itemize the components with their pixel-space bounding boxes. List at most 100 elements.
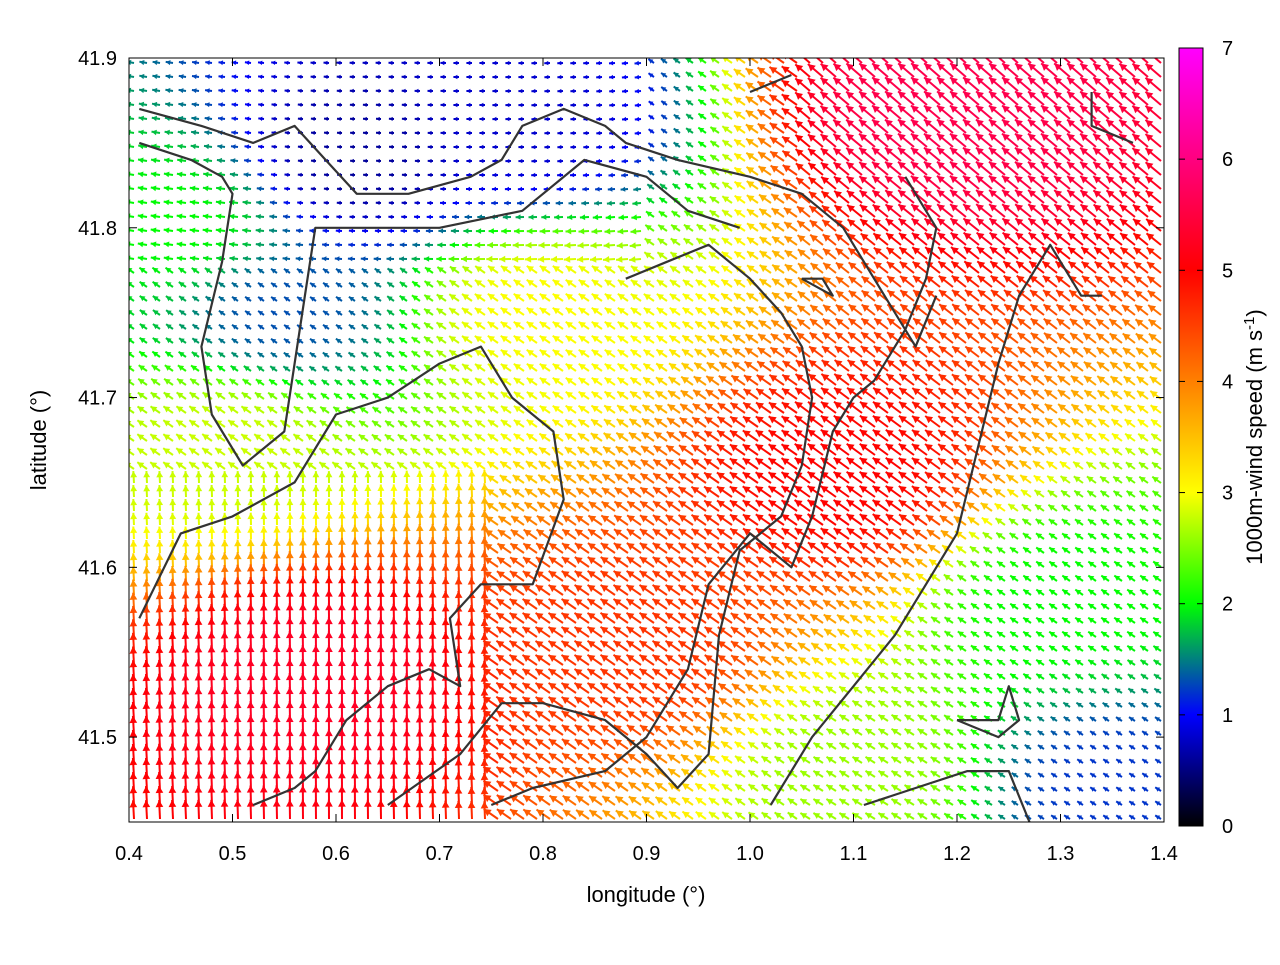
wind-arrow [130,540,137,553]
wind-arrow [284,187,290,191]
wind-arrow [566,266,576,273]
wind-arrow [783,165,797,175]
wind-arrow [514,350,524,357]
wind-arrow [846,120,862,133]
wind-arrow [674,73,680,78]
wind-arrow [618,280,628,287]
wind-arrow [734,111,745,119]
wind-arrow [376,173,381,177]
wind-arrow [449,322,459,329]
wind-arrow [592,336,602,343]
wind-arrow [437,420,446,427]
wind-arrow [549,641,564,651]
wind-arrow [1134,276,1148,287]
wind-arrow [365,471,372,483]
wind-arrow [912,444,927,455]
wind-arrow [437,295,446,302]
wind-arrow [311,159,316,163]
wind-arrow [402,103,407,107]
wind-arrow [564,256,576,263]
wind-arrow [653,529,667,539]
wind-arrow [756,514,771,525]
wind-arrow [718,403,732,413]
wind-arrow [1126,477,1135,483]
plot-frame [129,58,1164,822]
wind-arrow [1100,477,1109,484]
wind-arrow [139,88,147,93]
wind-arrow [285,103,290,107]
wind-arrow [139,102,147,107]
wind-arrow [939,318,953,329]
wind-arrow [686,114,693,119]
wind-arrow [761,728,771,735]
wind-arrow [647,184,654,189]
wind-arrow [695,322,706,330]
wind-arrow [1140,505,1148,511]
wind-arrow [989,49,1005,63]
wind-arrow [661,157,667,162]
wind-arrow [899,444,914,455]
wind-arrow [165,88,173,93]
wind-arrow [692,515,707,525]
wind-arrow [313,499,320,511]
wind-arrow [705,599,719,609]
wind-arrow [140,282,147,287]
wind-arrow [488,266,498,273]
wind-arrow [758,110,771,119]
wind-arrow [424,379,433,385]
wind-arrow [387,324,394,329]
wind-arrow [963,176,979,189]
wind-arrow [1146,134,1162,147]
wind-arrow [835,360,849,371]
wind-arrow [523,599,537,609]
wind-arrow [825,658,836,665]
wind-arrow [203,256,212,262]
wind-arrow [575,655,590,665]
wind-arrow [403,524,411,539]
wind-arrow [614,641,629,651]
wind-arrow [557,159,563,163]
wind-arrow [605,350,615,357]
wind-arrow [402,89,407,93]
wind-arrow [510,641,525,651]
wind-arrow [324,103,329,107]
wind-arrow [536,599,550,609]
wind-arrow [425,267,433,273]
wind-arrow [1153,519,1161,525]
wind-arrow [629,433,641,441]
wind-arrow [704,487,719,497]
wind-arrow [887,262,901,273]
wind-arrow [1121,276,1135,287]
wind-arrow [153,338,160,343]
wind-arrow [682,363,693,371]
wind-arrow [1102,688,1109,693]
wind-arrow [733,335,745,343]
wind-arrow [1126,448,1136,455]
wind-arrow [1041,176,1057,189]
wind-arrow [918,701,927,707]
wind-arrow [1106,50,1122,64]
wind-arrow [230,256,239,261]
wind-arrow [257,366,264,371]
wind-arrow [348,366,355,371]
wind-arrow [257,172,264,177]
wind-arrow [570,145,576,149]
wind-arrow [1139,462,1148,469]
wind-arrow [126,365,134,371]
wind-arrow [614,739,628,749]
wind-arrow [549,557,563,567]
wind-arrow [1023,660,1031,665]
wind-arrow [840,757,850,763]
wind-arrow [591,242,603,249]
wind-arrow [784,628,797,637]
wind-arrow [788,757,797,764]
wind-arrow [442,484,449,497]
wind-arrow [247,513,254,525]
wind-arrow [774,700,784,707]
wind-arrow [1008,504,1018,511]
wind-arrow [402,159,407,163]
wind-arrow [1153,618,1161,623]
wind-arrow [756,472,771,483]
wind-arrow [926,318,940,329]
wind-arrow [1142,759,1148,763]
